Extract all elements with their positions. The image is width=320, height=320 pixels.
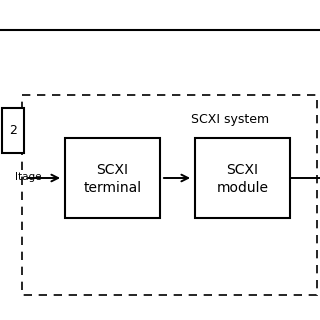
Text: SCXI: SCXI [227,163,259,177]
Bar [22,95,317,295]
Text: ltage: ltage [15,172,42,182]
Text: SCXI system: SCXI system [191,113,269,126]
Text: 2: 2 [9,124,17,137]
Text: module: module [217,181,268,195]
Bar [2,108,24,153]
Bar [65,138,160,218]
Text: terminal: terminal [84,181,141,195]
Text: SCXI: SCXI [97,163,129,177]
Bar [195,138,290,218]
